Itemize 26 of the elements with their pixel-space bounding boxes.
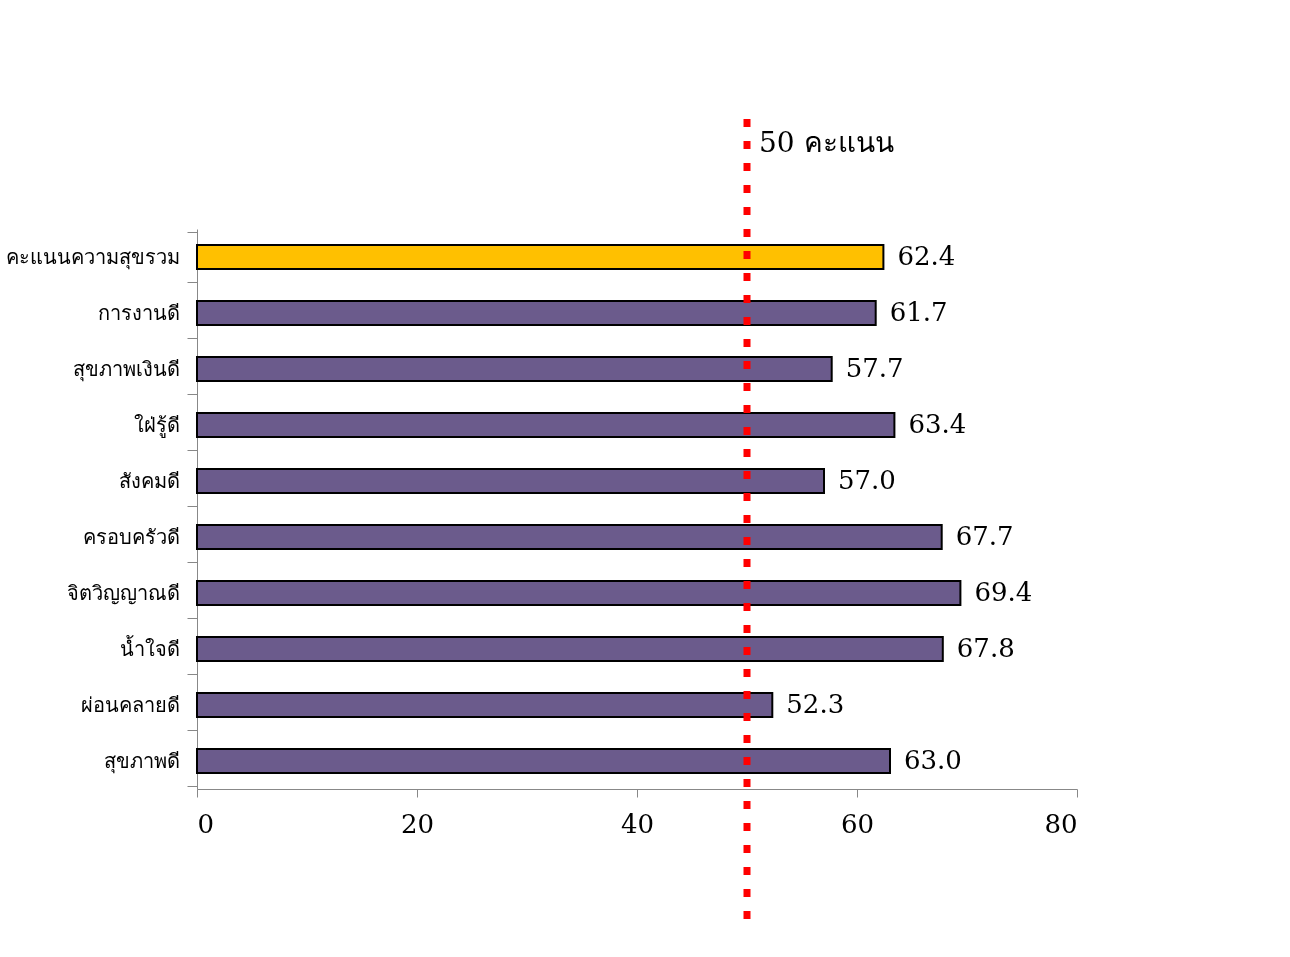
x-tick-label: 40 xyxy=(620,808,655,839)
y-tick-label: การงานดี xyxy=(97,300,180,325)
y-tick-label: สุขภาพเงินดี xyxy=(72,356,180,382)
data-label: 63.4 xyxy=(908,409,967,439)
data-label: 52.3 xyxy=(786,689,845,719)
x-tick-label: 20 xyxy=(400,808,435,839)
x-tick-label: 0 xyxy=(197,808,215,839)
y-tick-label: ผ่อนคลายดี xyxy=(80,692,180,717)
y-tick-label: คะแนนความสุขรวม xyxy=(5,244,180,270)
y-tick-label: สุขภาพดี xyxy=(103,748,180,774)
x-tick-label: 60 xyxy=(840,808,875,839)
data-label: 57.7 xyxy=(845,353,904,383)
y-tick-label: ครอบครัวดี xyxy=(82,524,180,549)
data-label: 63.0 xyxy=(904,745,962,775)
y-tick-label: ใฝ่รู้ดี xyxy=(133,412,180,438)
data-label: 57.0 xyxy=(838,465,896,495)
data-label: 67.8 xyxy=(956,633,1015,663)
ref-line-label: 50 คะแนน xyxy=(759,126,894,159)
data-label: 62.4 xyxy=(897,241,956,271)
y-tick-label: จิตวิญญาณดี xyxy=(66,580,180,605)
data-label: 61.7 xyxy=(889,297,948,327)
x-tick-label: 80 xyxy=(1044,808,1078,839)
data-label: 67.7 xyxy=(955,521,1014,551)
data-label: 69.4 xyxy=(974,577,1033,607)
y-tick-label: น้ำใจดี xyxy=(119,634,180,661)
y-tick-label: สังคมดี xyxy=(118,468,180,493)
